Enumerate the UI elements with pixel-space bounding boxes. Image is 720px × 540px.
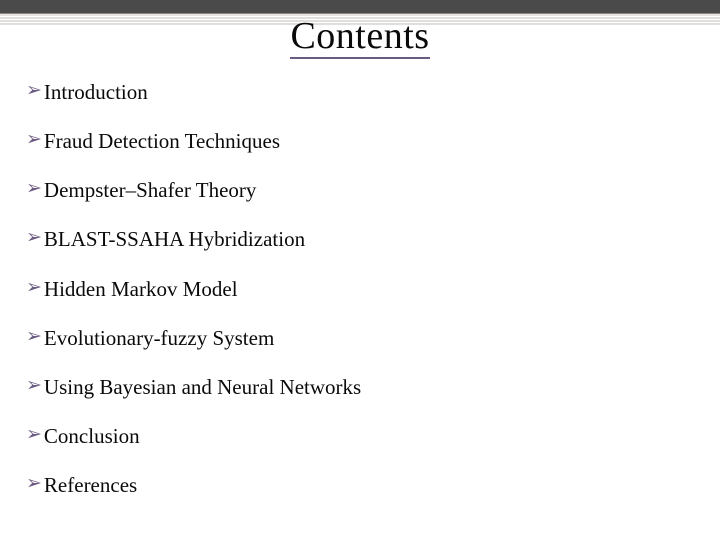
- list-item-label: BLAST-SSAHA Hybridization: [44, 227, 305, 251]
- list-item: ➢Dempster–Shafer Theory: [26, 178, 694, 202]
- contents-list: ➢Introduction➢Fraud Detection Techniques…: [26, 80, 694, 522]
- chevron-right-icon: ➢: [26, 424, 42, 447]
- chevron-right-icon: ➢: [26, 277, 42, 300]
- chevron-right-icon: ➢: [26, 375, 42, 398]
- chevron-right-icon: ➢: [26, 129, 42, 152]
- chevron-right-icon: ➢: [26, 227, 42, 250]
- list-item: ➢Fraud Detection Techniques: [26, 129, 694, 153]
- chevron-right-icon: ➢: [26, 473, 42, 496]
- list-item-label: Hidden Markov Model: [44, 277, 238, 301]
- list-item-label: References: [44, 473, 137, 497]
- chevron-right-icon: ➢: [26, 178, 42, 201]
- list-item: ➢BLAST-SSAHA Hybridization: [26, 227, 694, 251]
- list-item: ➢Conclusion: [26, 424, 694, 448]
- list-item-label: Conclusion: [44, 424, 140, 448]
- list-item: ➢Introduction: [26, 80, 694, 104]
- list-item: ➢Evolutionary-fuzzy System: [26, 326, 694, 350]
- list-item-label: Dempster–Shafer Theory: [44, 178, 256, 202]
- list-item-label: Introduction: [44, 80, 148, 104]
- chevron-right-icon: ➢: [26, 80, 42, 103]
- list-item-label: Fraud Detection Techniques: [44, 129, 280, 153]
- list-item: ➢Hidden Markov Model: [26, 277, 694, 301]
- title-text: Contents: [290, 17, 429, 59]
- chevron-right-icon: ➢: [26, 326, 42, 349]
- list-item-label: Evolutionary-fuzzy System: [44, 326, 274, 350]
- list-item: ➢References: [26, 473, 694, 497]
- list-item: ➢Using Bayesian and Neural Networks: [26, 375, 694, 399]
- header-bar: [0, 0, 720, 14]
- list-item-label: Using Bayesian and Neural Networks: [44, 375, 361, 399]
- page-title: Contents: [0, 14, 720, 59]
